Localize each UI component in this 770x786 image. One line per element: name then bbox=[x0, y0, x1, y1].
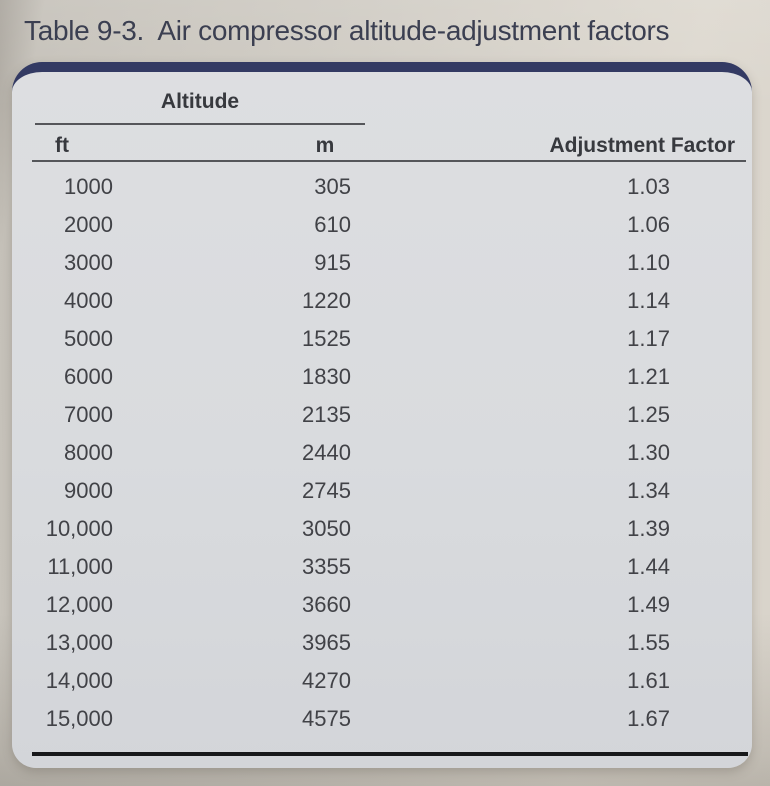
factor-cell: 1.44 bbox=[627, 554, 670, 579]
factor-cell: 1.39 bbox=[627, 516, 670, 541]
factor-cell: 1.17 bbox=[627, 326, 670, 351]
table-row: 5000 1525 1.17 bbox=[12, 320, 752, 358]
factor-cell: 1.10 bbox=[627, 250, 670, 275]
ft-cell: 7000 bbox=[64, 402, 113, 427]
factor-cell: 1.49 bbox=[627, 592, 670, 617]
table-row: 4000 1220 1.14 bbox=[12, 282, 752, 320]
table-row: 10,000 3050 1.39 bbox=[12, 510, 752, 548]
table-card: Altitude ft m Adjustment Factor 1000 305… bbox=[12, 62, 752, 768]
altitude-group-header: Altitude bbox=[160, 90, 240, 113]
column-header-m: m bbox=[315, 134, 335, 157]
ft-cell: 5000 bbox=[64, 326, 113, 351]
m-cell: 1830 bbox=[302, 364, 351, 389]
table-row: 14,000 4270 1.61 bbox=[12, 662, 752, 700]
factor-cell: 1.25 bbox=[627, 402, 670, 427]
m-cell: 305 bbox=[314, 174, 351, 199]
m-cell: 2440 bbox=[302, 440, 351, 465]
table-body: 1000 305 1.03 2000 610 1.06 3000 915 1.1… bbox=[12, 168, 752, 738]
m-cell: 3355 bbox=[302, 554, 351, 579]
m-cell: 3965 bbox=[302, 630, 351, 655]
altitude-underline-rule bbox=[35, 123, 365, 125]
table-row: 12,000 3660 1.49 bbox=[12, 586, 752, 624]
table-row: 11,000 3355 1.44 bbox=[12, 548, 752, 586]
factor-cell: 1.21 bbox=[627, 364, 670, 389]
factor-cell: 1.34 bbox=[627, 478, 670, 503]
m-cell: 3050 bbox=[302, 516, 351, 541]
table-row: 8000 2440 1.30 bbox=[12, 434, 752, 472]
ft-cell: 14,000 bbox=[45, 668, 113, 693]
header-rule bbox=[32, 160, 746, 162]
m-cell: 610 bbox=[314, 212, 351, 237]
column-header-adjustment-factor: Adjustment Factor bbox=[549, 134, 735, 157]
ft-cell: 12,000 bbox=[45, 592, 113, 617]
bottom-rule bbox=[32, 752, 748, 756]
factor-cell: 1.03 bbox=[627, 174, 670, 199]
ft-cell: 10,000 bbox=[45, 516, 113, 541]
m-cell: 2135 bbox=[302, 402, 351, 427]
ft-cell: 9000 bbox=[64, 478, 113, 503]
ft-cell: 11,000 bbox=[47, 554, 113, 579]
ft-cell: 6000 bbox=[64, 364, 113, 389]
ft-cell: 4000 bbox=[64, 288, 113, 313]
table-row: 9000 2745 1.34 bbox=[12, 472, 752, 510]
factor-cell: 1.06 bbox=[627, 212, 670, 237]
table-caption: Table 9-3. Air compressor altitude-adjus… bbox=[24, 15, 670, 46]
ft-cell: 8000 bbox=[64, 440, 113, 465]
factor-cell: 1.30 bbox=[627, 440, 670, 465]
factor-cell: 1.55 bbox=[627, 630, 670, 655]
table-row: 7000 2135 1.25 bbox=[12, 396, 752, 434]
ft-cell: 2000 bbox=[64, 212, 113, 237]
m-cell: 4270 bbox=[302, 668, 351, 693]
table-row: 1000 305 1.03 bbox=[12, 168, 752, 206]
table-row: 2000 610 1.06 bbox=[12, 206, 752, 244]
column-header-ft: ft bbox=[55, 134, 69, 157]
m-cell: 1220 bbox=[302, 288, 351, 313]
factor-cell: 1.61 bbox=[627, 668, 670, 693]
ft-cell: 3000 bbox=[64, 250, 113, 275]
table-row: 13,000 3965 1.55 bbox=[12, 624, 752, 662]
factor-cell: 1.14 bbox=[627, 288, 670, 313]
factor-cell: 1.67 bbox=[627, 706, 670, 731]
table-row: 15,000 4575 1.67 bbox=[12, 700, 752, 738]
ft-cell: 15,000 bbox=[45, 706, 113, 731]
m-cell: 3660 bbox=[302, 592, 351, 617]
m-cell: 1525 bbox=[302, 326, 351, 351]
table-row: 3000 915 1.10 bbox=[12, 244, 752, 282]
m-cell: 915 bbox=[314, 250, 351, 275]
table-row: 6000 1830 1.21 bbox=[12, 358, 752, 396]
ft-cell: 1000 bbox=[64, 174, 113, 199]
m-cell: 4575 bbox=[302, 706, 351, 731]
ft-cell: 13,000 bbox=[45, 630, 113, 655]
m-cell: 2745 bbox=[302, 478, 351, 503]
